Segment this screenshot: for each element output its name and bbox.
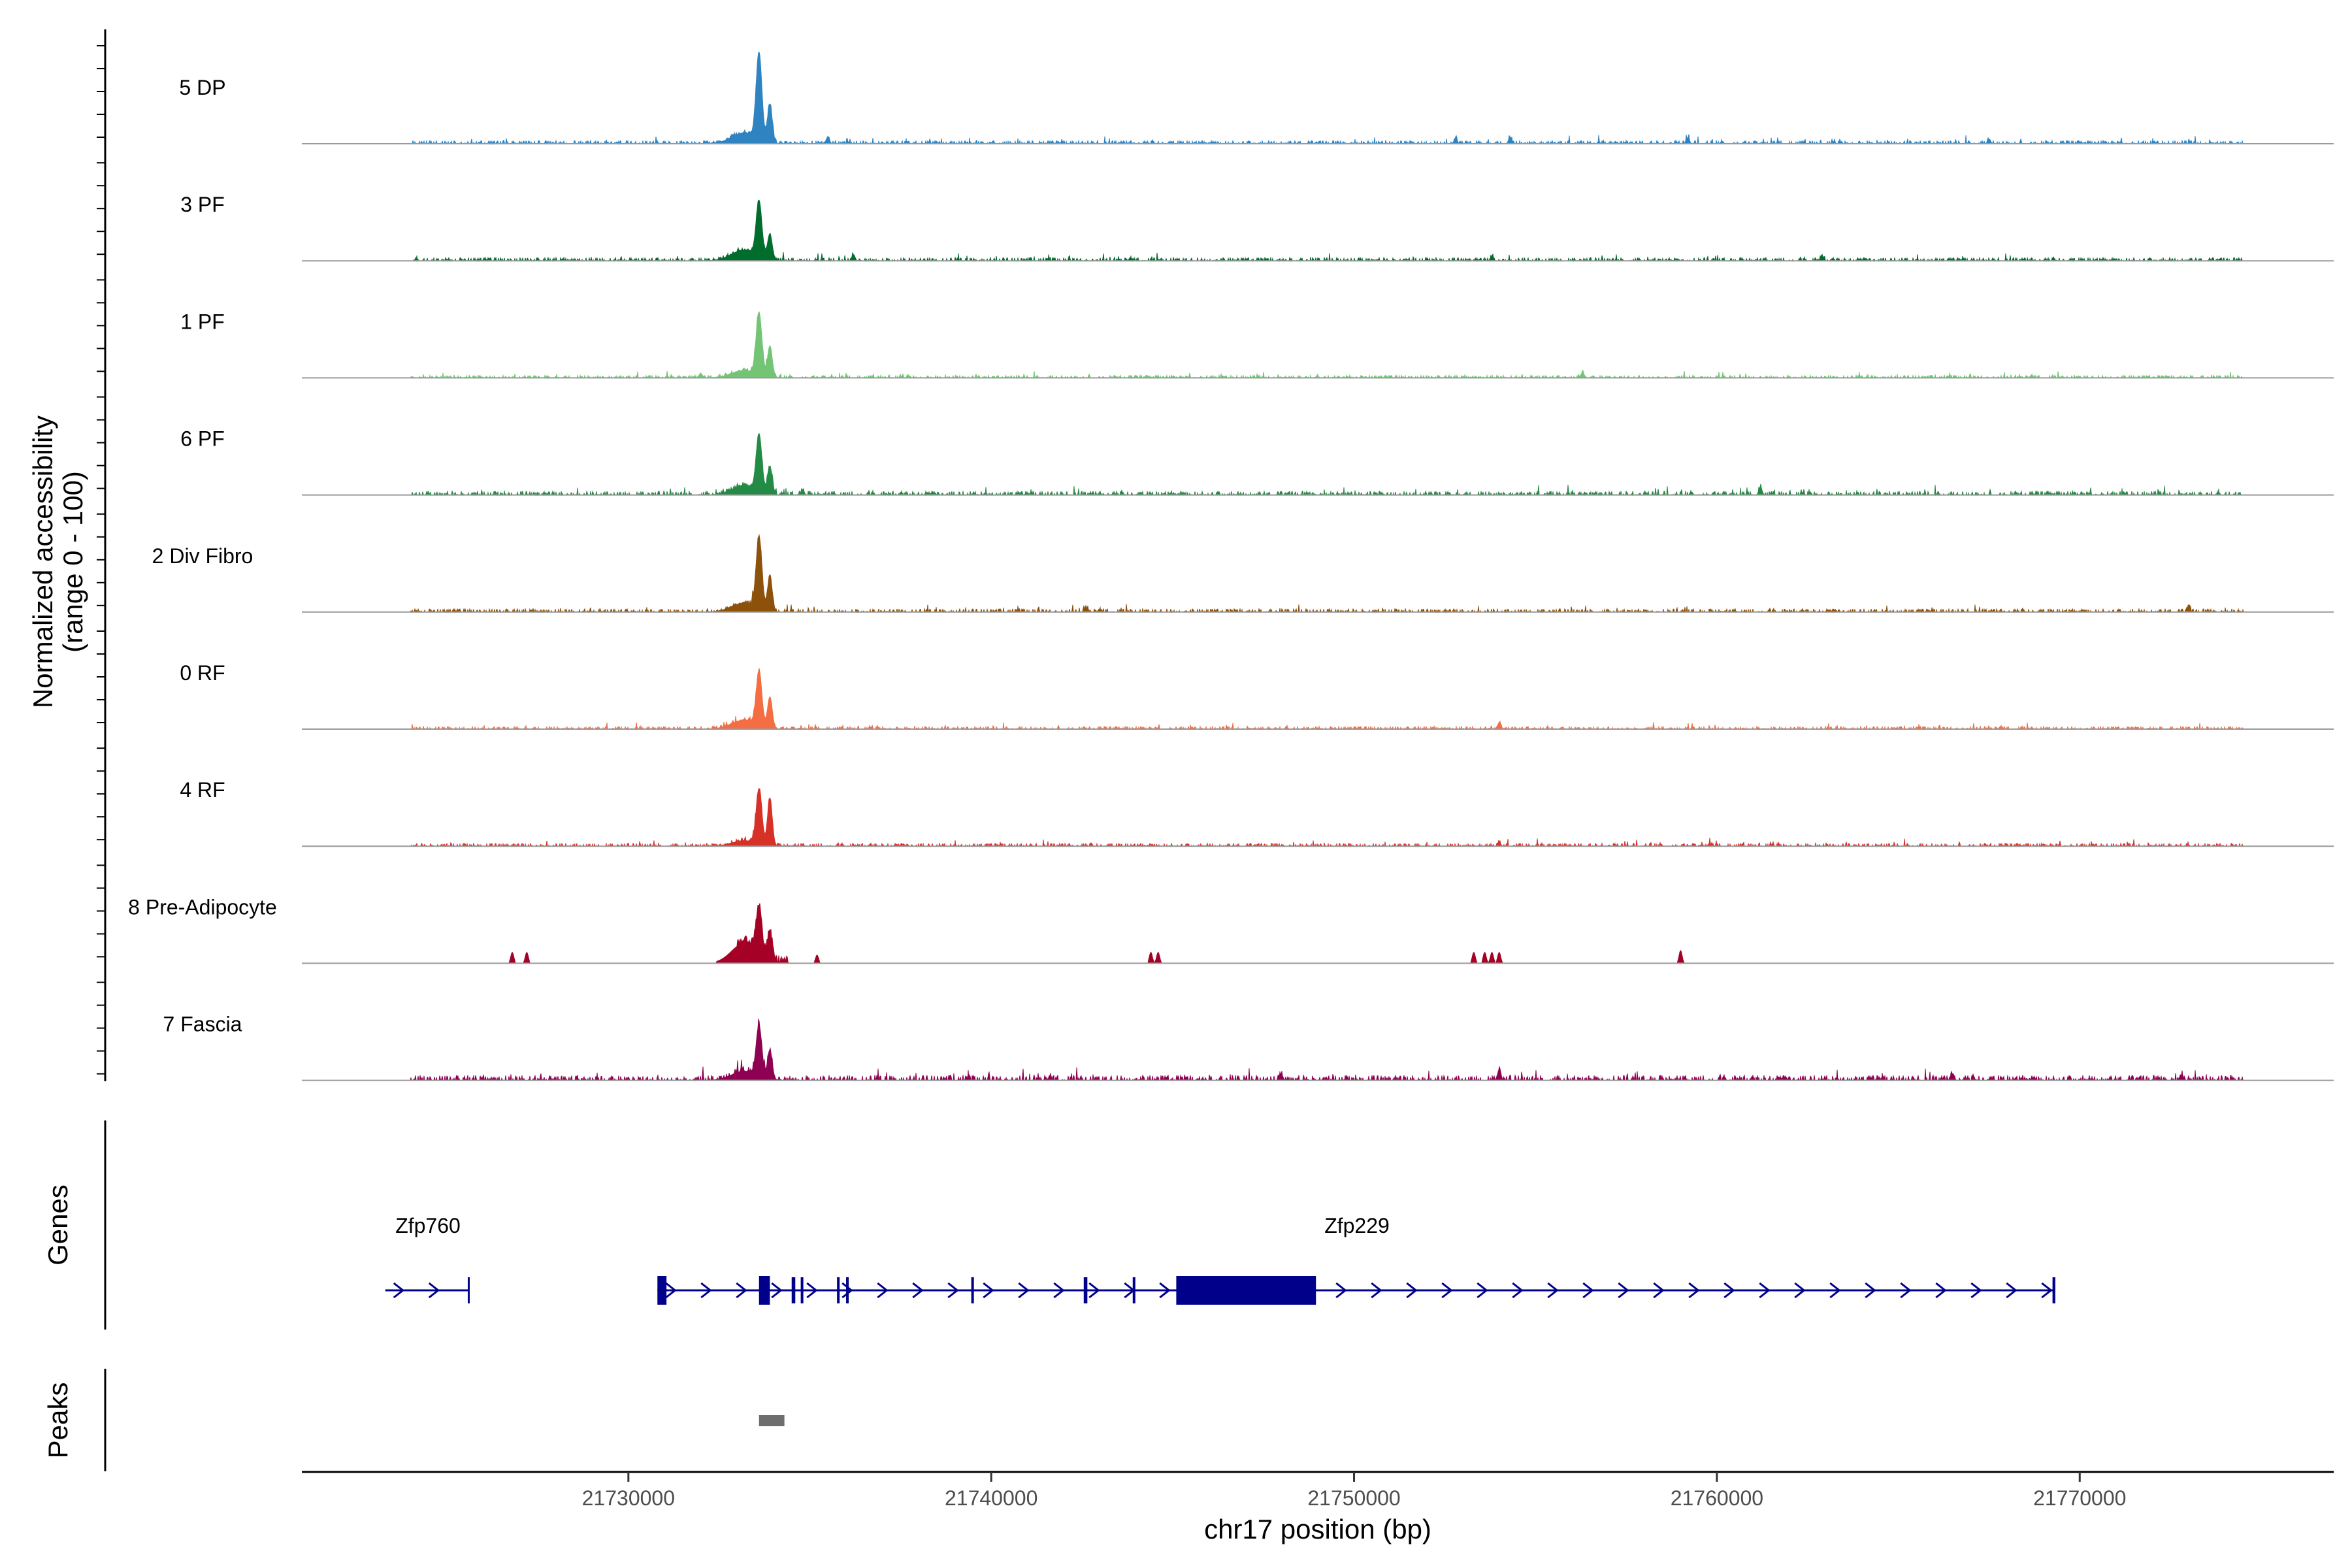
strand-arrow <box>771 1282 783 1299</box>
strand-arrow <box>806 1282 818 1299</box>
strand-arrow <box>947 1282 959 1299</box>
track-8: 7 Fascia <box>163 1013 2334 1082</box>
strand-arrow <box>1935 1282 1947 1299</box>
track-0: 5 DP <box>179 52 2334 145</box>
exon <box>1176 1276 1316 1305</box>
strand-arrow <box>1653 1282 1665 1299</box>
coverage-area <box>302 1019 2334 1082</box>
peak-bar <box>759 1415 785 1426</box>
track-label: 2 Div Fibro <box>152 544 253 568</box>
strand-arrow <box>665 1282 677 1299</box>
strand-arrow <box>736 1282 747 1299</box>
strand-arrow <box>1794 1282 1806 1299</box>
coverage-area <box>302 788 2334 848</box>
track-label: 4 RF <box>180 778 225 802</box>
y-axis-title-line2: (range 0 - 100) <box>57 471 88 653</box>
track-label: 6 PF <box>180 427 225 451</box>
exon <box>837 1277 840 1303</box>
exon <box>791 1277 796 1303</box>
x-axis-title: chr17 position (bp) <box>1204 1514 1431 1544</box>
track-3: 6 PF <box>180 427 2334 497</box>
peak-regions <box>759 1415 785 1426</box>
x-tick-label: 21730000 <box>582 1486 675 1510</box>
strand-arrow <box>393 1282 405 1299</box>
track-4: 2 Div Fibro <box>152 534 2334 613</box>
track-label: 1 PF <box>180 310 225 333</box>
strand-arrow <box>1970 1282 1982 1299</box>
strand-arrow <box>1371 1282 1382 1299</box>
coverage-area <box>302 52 2334 145</box>
track-6: 4 RF <box>180 778 2334 848</box>
strand-arrow <box>1159 1282 1171 1299</box>
strand-arrow <box>1865 1282 1876 1299</box>
strand-arrow <box>1477 1282 1488 1299</box>
coverage-area <box>302 433 2334 497</box>
strand-arrow <box>841 1282 853 1299</box>
track-label: 0 RF <box>180 661 225 685</box>
gene-Zfp760: Zfp760 <box>385 1214 470 1303</box>
coverage-area <box>302 668 2334 730</box>
strand-arrow <box>912 1282 924 1299</box>
exon <box>971 1277 974 1303</box>
x-tick-label: 21740000 <box>945 1486 1037 1510</box>
strand-arrow <box>1441 1282 1453 1299</box>
track-5: 0 RF <box>180 661 2334 730</box>
x-tick-label: 21750000 <box>1307 1486 1400 1510</box>
strand-arrow <box>1547 1282 1559 1299</box>
exon <box>1083 1277 1088 1303</box>
track-label: 7 Fascia <box>163 1013 242 1036</box>
exon <box>657 1276 667 1305</box>
gene-Zfp229: Zfp229 <box>657 1214 2055 1305</box>
track-label: 8 Pre-Adipocyte <box>128 895 277 919</box>
strand-arrow <box>2041 1282 2053 1299</box>
track-2: 1 PF <box>180 310 2334 380</box>
track-label: 5 DP <box>179 76 225 99</box>
strand-arrow <box>1335 1282 1347 1299</box>
strand-arrow <box>428 1282 440 1299</box>
coverage-tracks: 5 DP 3 PF 1 PF 6 PF 2 Div Fibro 0 RF 4 RF 8 Pre… <box>128 52 2334 1082</box>
x-axis-ticks: 21730000 21740000 21750000 21760000 21770000 <box>582 1472 2126 1510</box>
strand-arrow <box>983 1282 994 1299</box>
peaks-axis-title: Peaks <box>42 1382 73 1459</box>
strand-arrow <box>1406 1282 1418 1299</box>
track-7: 8 Pre-Adipocyte <box>128 895 2334 964</box>
x-tick-label: 21770000 <box>2033 1486 2126 1510</box>
strand-arrow <box>1088 1282 1100 1299</box>
strand-arrow <box>1582 1282 1594 1299</box>
strand-arrow <box>1759 1282 1771 1299</box>
strand-arrow <box>877 1282 889 1299</box>
gene-label: Zfp760 <box>395 1214 461 1237</box>
coverage-area <box>302 903 2334 964</box>
coverage-area <box>302 534 2334 613</box>
track-1: 3 PF <box>180 193 2334 263</box>
strand-arrow <box>1829 1282 1841 1299</box>
genes-axis-title: Genes <box>42 1184 73 1266</box>
strand-arrow <box>1688 1282 1700 1299</box>
strand-arrow <box>1618 1282 1629 1299</box>
track-label: 3 PF <box>180 193 225 216</box>
coverage-y-ticks <box>97 45 105 1075</box>
strand-arrow <box>1512 1282 1524 1299</box>
strand-arrow <box>1018 1282 1030 1299</box>
strand-arrow <box>1900 1282 1912 1299</box>
gene-label: Zfp229 <box>1324 1214 1390 1237</box>
gene-annotations: Zfp760 Zfp229 <box>385 1214 2055 1305</box>
y-axis-title-line1: Normalized accessibility <box>27 416 58 708</box>
exon <box>846 1277 849 1303</box>
strand-arrow <box>1723 1282 1735 1299</box>
coverage-area <box>302 199 2334 263</box>
exon <box>759 1276 770 1305</box>
exon <box>2052 1277 2055 1303</box>
x-tick-label: 21760000 <box>1671 1486 1763 1510</box>
strand-arrow <box>2006 1282 2017 1299</box>
exon <box>1132 1277 1135 1303</box>
coverage-area <box>302 311 2334 380</box>
exon <box>800 1277 804 1303</box>
strand-arrow <box>700 1282 712 1299</box>
strand-arrow <box>1053 1282 1065 1299</box>
